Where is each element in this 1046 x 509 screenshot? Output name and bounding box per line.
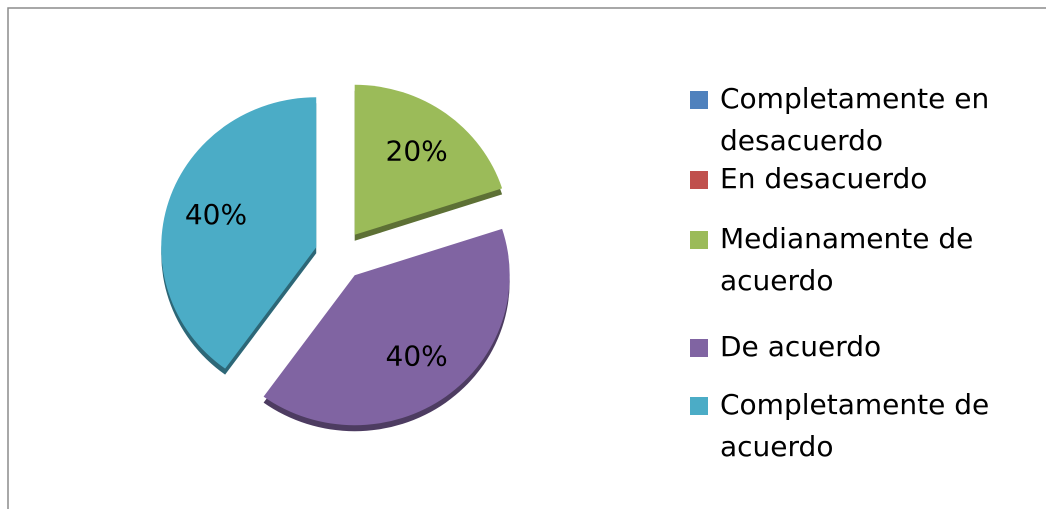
legend-label: Completamente en desacuerdo [720,82,990,157]
slice [263,228,510,426]
legend-item: De acuerdo [690,326,1020,368]
legend-item: En desacuerdo [690,158,1020,200]
legend-swatch [690,339,708,357]
legend-swatch [690,397,708,415]
legend-swatch [690,171,708,189]
legend-label: Medianamente de acuerdo [720,222,974,297]
legend-item: Completamente en desacuerdo [690,78,1020,162]
chart-frame [7,7,1046,509]
value-label: 40% [185,198,247,231]
slice [161,97,317,369]
legend-swatch [690,91,708,109]
legend-label: Completamente de acuerdo [720,388,990,463]
slice [354,84,503,235]
legend-item: Medianamente de acuerdo [690,218,1020,302]
value-label: 40% [386,340,448,373]
legend-item: Completamente de acuerdo [690,384,1020,468]
legend-swatch [690,231,708,249]
legend-label: En desacuerdo [720,162,928,195]
value-label: 20% [386,134,448,167]
legend-label: De acuerdo [720,330,882,363]
